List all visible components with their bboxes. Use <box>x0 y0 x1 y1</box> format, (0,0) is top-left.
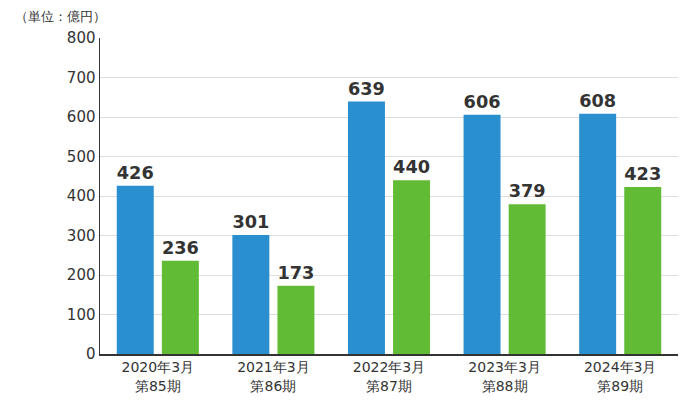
svg-text:200: 200 <box>67 266 96 284</box>
svg-text:639: 639 <box>348 79 385 99</box>
svg-text:600: 600 <box>67 108 96 126</box>
svg-text:500: 500 <box>67 148 96 166</box>
svg-text:0: 0 <box>86 345 96 363</box>
svg-text:2024年3月第89期: 2024年3月第89期 <box>584 359 657 393</box>
svg-text:606: 606 <box>464 92 501 112</box>
svg-text:173: 173 <box>277 263 314 283</box>
svg-text:236: 236 <box>162 238 199 258</box>
svg-text:2020年3月第85期: 2020年3月第85期 <box>122 359 195 393</box>
svg-text:379: 379 <box>509 181 546 201</box>
svg-text:426: 426 <box>117 163 154 183</box>
svg-text:800: 800 <box>67 29 96 47</box>
svg-text:300: 300 <box>67 227 96 245</box>
svg-text:2021年3月第86期: 2021年3月第86期 <box>237 359 310 393</box>
svg-text:400: 400 <box>67 187 96 205</box>
svg-text:700: 700 <box>67 69 96 87</box>
svg-text:（単位：億円）: （単位：億円） <box>15 9 106 24</box>
svg-text:2023年3月第88期: 2023年3月第88期 <box>468 359 541 393</box>
svg-text:100: 100 <box>67 306 96 324</box>
svg-text:440: 440 <box>393 157 430 177</box>
svg-text:301: 301 <box>232 212 269 232</box>
svg-text:2022年3月第87期: 2022年3月第87期 <box>353 359 426 393</box>
svg-text:608: 608 <box>579 91 616 111</box>
svg-text:423: 423 <box>624 164 661 184</box>
